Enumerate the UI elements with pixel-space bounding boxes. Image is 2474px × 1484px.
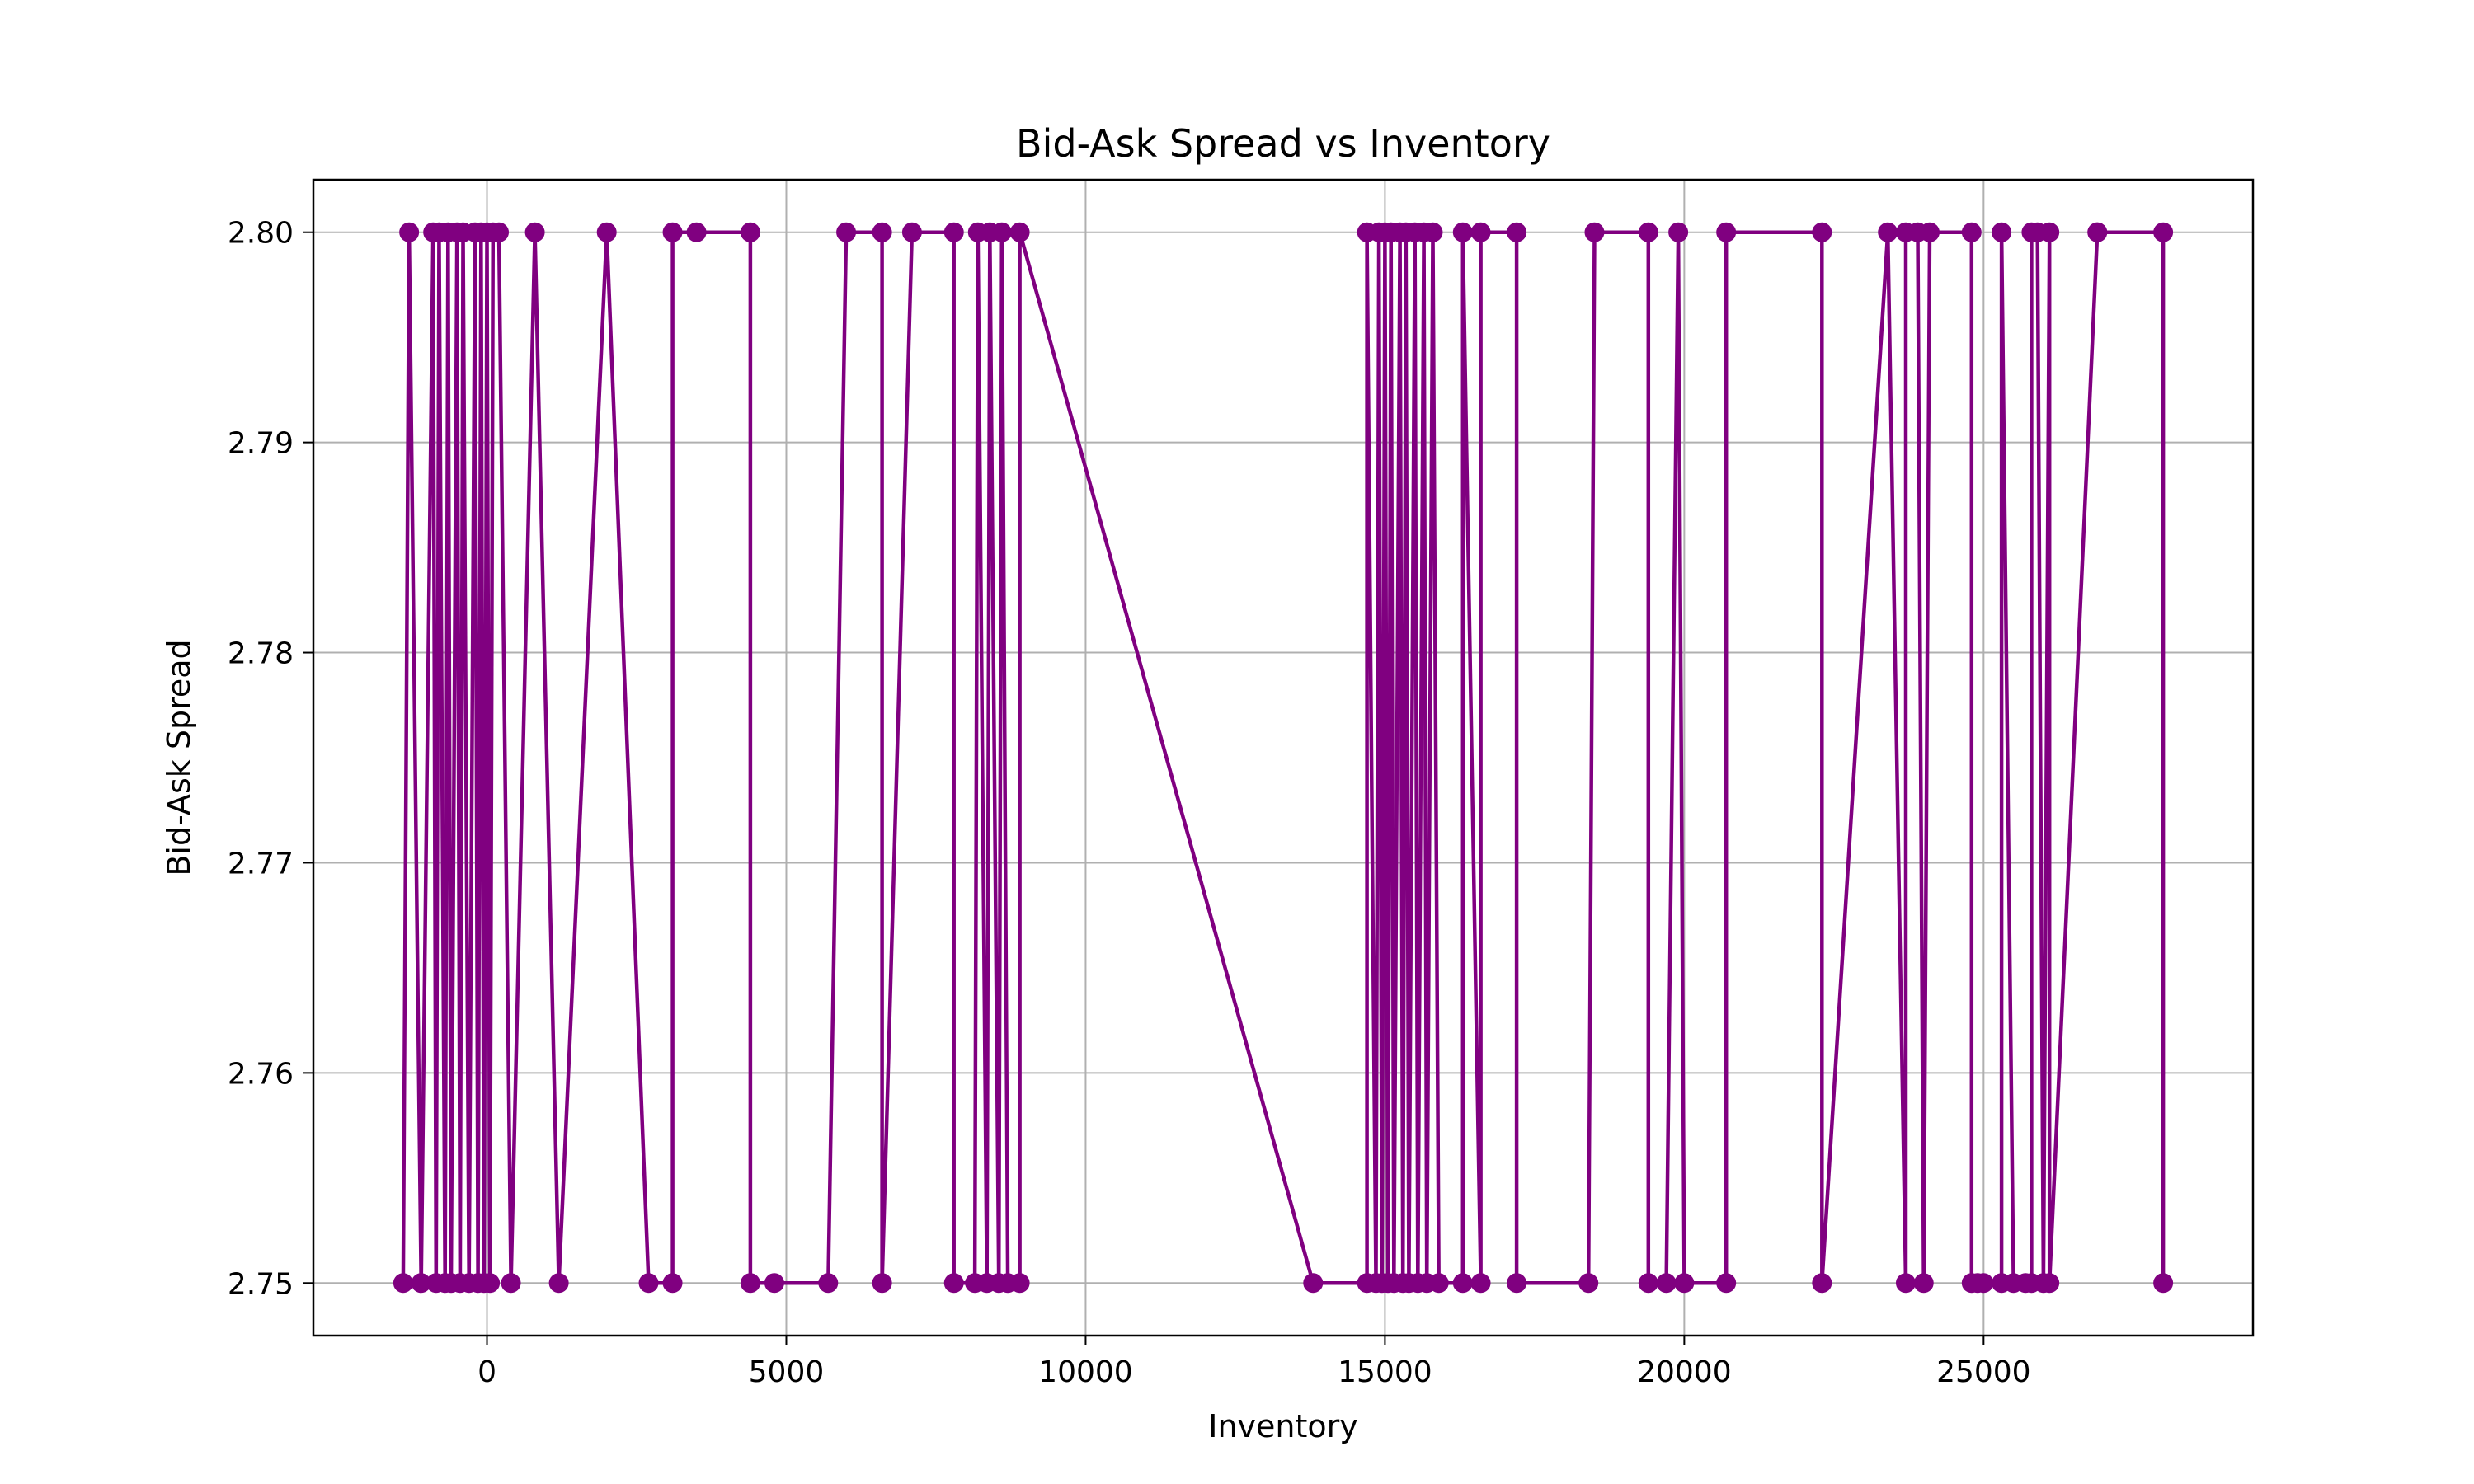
data-point <box>1470 1273 1491 1294</box>
data-point <box>1895 1273 1916 1294</box>
chart-title: Bid-Ask Spread vs Inventory <box>1016 121 1550 166</box>
data-point <box>740 1273 760 1294</box>
y-tick-label: 2.76 <box>228 1057 294 1091</box>
data-point <box>1961 222 1982 242</box>
data-point <box>1470 222 1491 242</box>
y-tick-label: 2.75 <box>228 1267 294 1301</box>
y-tick-label: 2.79 <box>228 427 294 461</box>
data-point <box>1009 222 1030 242</box>
data-point <box>1452 1273 1473 1294</box>
data-point <box>1423 222 1443 242</box>
data-point <box>2039 222 2060 242</box>
data-point <box>1812 1273 1832 1294</box>
series-line-layer <box>401 230 2166 1285</box>
data-point <box>480 1273 501 1294</box>
data-point <box>638 1273 659 1294</box>
y-tick-label: 2.78 <box>228 637 294 671</box>
x-tick-label: 5000 <box>749 1355 825 1389</box>
data-point <box>411 1273 431 1294</box>
grid <box>313 180 2253 1336</box>
data-point <box>1303 1273 1324 1294</box>
data-point <box>1920 222 1940 242</box>
data-point <box>1452 222 1473 242</box>
data-point <box>1584 222 1605 242</box>
data-point <box>1913 1273 1934 1294</box>
data-point <box>901 222 922 242</box>
x-axis-label: Inventory <box>1208 1408 1358 1444</box>
y-axis-label: Bid-Ask Spread <box>161 639 197 876</box>
x-tick-label: 20000 <box>1637 1355 1732 1389</box>
data-point <box>1812 222 1832 242</box>
data-point <box>2153 1273 2174 1294</box>
data-point <box>1716 222 1737 242</box>
data-point <box>399 222 420 242</box>
data-point <box>1674 1273 1695 1294</box>
data-point <box>1428 1273 1449 1294</box>
data-point <box>2039 1273 2060 1294</box>
data-point <box>1507 1273 1527 1294</box>
data-point <box>740 222 760 242</box>
data-point <box>1638 222 1658 242</box>
series-marker-layer <box>393 222 2174 1294</box>
y-tick-label: 2.77 <box>228 847 294 881</box>
data-point <box>1973 1273 1994 1294</box>
data-point <box>872 1273 892 1294</box>
data-point <box>1507 222 1527 242</box>
data-point <box>501 1273 521 1294</box>
data-point <box>662 222 683 242</box>
data-point <box>489 222 510 242</box>
data-point <box>524 222 545 242</box>
y-tick-label: 2.80 <box>228 217 294 251</box>
x-tick-label: 25000 <box>1936 1355 2031 1389</box>
data-point <box>2087 222 2108 242</box>
data-point <box>1638 1273 1658 1294</box>
data-point <box>1009 1273 1030 1294</box>
data-point <box>686 222 707 242</box>
data-point <box>1716 1273 1737 1294</box>
data-point <box>2153 222 2174 242</box>
data-point <box>872 222 892 242</box>
data-point <box>1992 222 2012 242</box>
data-point <box>943 222 964 242</box>
axis-ticks <box>303 231 1985 1345</box>
plot-area-frame <box>312 178 2255 1337</box>
data-point <box>943 1273 964 1294</box>
data-point <box>1668 222 1689 242</box>
x-tick-label: 0 <box>477 1355 496 1389</box>
data-point <box>1656 1273 1677 1294</box>
data-point <box>662 1273 683 1294</box>
x-tick-label: 15000 <box>1338 1355 1432 1389</box>
data-point <box>1878 222 1898 242</box>
data-point <box>764 1273 784 1294</box>
data-point <box>596 222 617 242</box>
data-point <box>818 1273 839 1294</box>
data-point <box>836 222 857 242</box>
series-line <box>401 230 2166 1285</box>
data-point <box>393 1273 413 1294</box>
data-point <box>548 1273 569 1294</box>
data-point <box>991 222 1012 242</box>
data-point <box>1578 1273 1599 1294</box>
x-tick-label: 10000 <box>1038 1355 1133 1389</box>
